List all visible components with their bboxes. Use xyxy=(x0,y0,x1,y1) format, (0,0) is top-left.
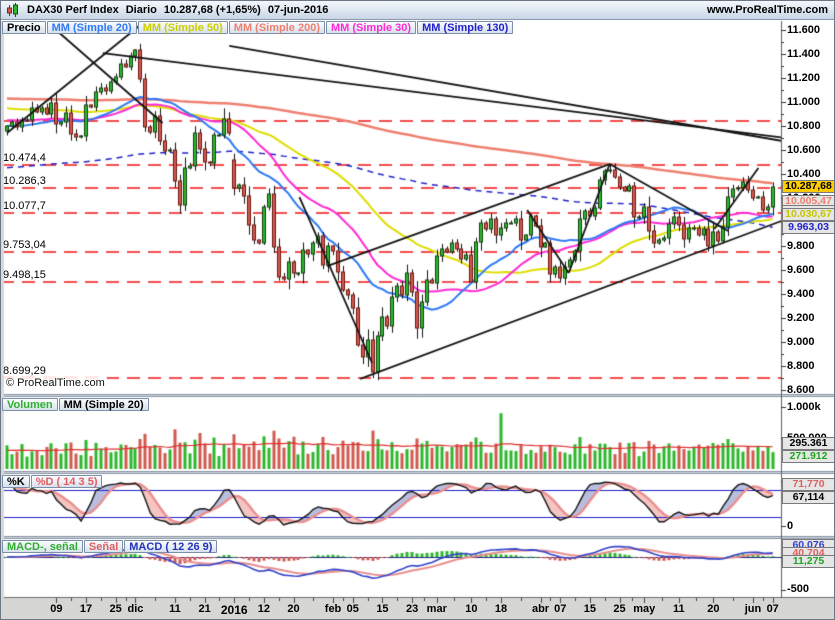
price-legend-button[interactable]: Precio xyxy=(2,21,46,34)
timeframe-label: Diario xyxy=(125,4,157,16)
last-price-change: 10.287,68 (+1,65%) xyxy=(163,4,261,16)
stoch-legend-button[interactable]: %K xyxy=(2,475,30,488)
session-date: 07-jun-2016 xyxy=(267,4,329,16)
instrument-name: DAX30 Perf Index xyxy=(27,4,119,16)
brand-link[interactable]: www.ProRealTime.com xyxy=(706,4,828,16)
stoch-legend-bar: %K %D ( 14 3 5) xyxy=(1,475,103,491)
price-legend-button[interactable]: MM (Simple 200) xyxy=(228,21,325,34)
price-legend-bar: Precio MM (Simple 20) MM (Simple 50) MM (Si… xyxy=(1,21,514,37)
macd-legend-button[interactable]: Señal xyxy=(83,540,124,553)
price-legend-button[interactable]: MM (Simple 20) xyxy=(46,21,137,34)
title-bar: DAX30 Perf Index Diario 10.287,68 (+1,65… xyxy=(1,1,834,20)
price-legend-button[interactable]: MM (Simple 50) xyxy=(137,21,228,34)
macd-legend-bar: MACD-, señal Señal MACD ( 12 26 9) xyxy=(1,540,218,556)
price-legend-button[interactable]: MM (Simple 30) xyxy=(325,21,417,34)
volume-legend-button[interactable]: MM (Simple 20) xyxy=(58,398,149,411)
copyright-label: © ProRealTime.com xyxy=(4,377,107,389)
volume-legend-button[interactable]: Volumen xyxy=(2,398,58,411)
stoch-legend-button[interactable]: %D ( 14 3 5) xyxy=(30,475,103,488)
macd-legend-button[interactable]: MACD ( 12 26 9) xyxy=(124,540,218,553)
price-legend-button[interactable]: MM (Simple 130) xyxy=(417,21,514,34)
macd-legend-button[interactable]: MACD-, señal xyxy=(2,540,83,553)
candlestick-icon xyxy=(7,3,20,17)
volume-legend-bar: Volumen MM (Simple 20) xyxy=(1,398,150,414)
